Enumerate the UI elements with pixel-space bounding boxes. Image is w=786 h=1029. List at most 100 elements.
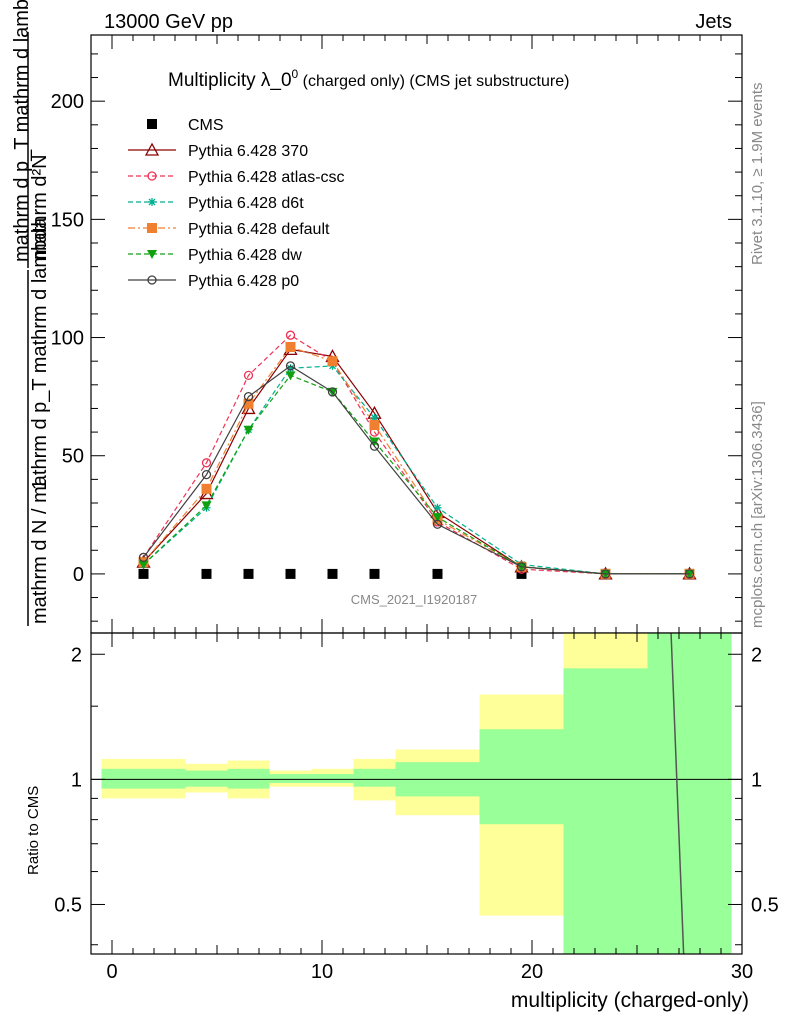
data-point (684, 569, 695, 579)
data-point (285, 568, 296, 579)
series-line (143, 334, 690, 575)
stat-uncertainty-band (101, 768, 186, 789)
legend-label: Pythia 6.428 default (188, 221, 330, 238)
data-point (201, 483, 212, 494)
legend-label: Pythia 6.428 370 (188, 143, 308, 160)
series-pythia-6-428-370 (136, 342, 697, 580)
mcplots-label: mcplots.cern.ch [arXiv:1306.3436] (749, 401, 766, 628)
data-point (201, 469, 212, 480)
stat-uncertainty-band (563, 668, 648, 954)
ratio-bands (91, 633, 742, 954)
data-point (369, 420, 380, 430)
ratio-y-tick-label: 0.5 (54, 894, 82, 916)
rivet-version-label: Rivet 3.1.10, ≥ 1.9M events (749, 83, 766, 266)
data-point (243, 391, 254, 402)
legend-entry: Pythia 6.428 dw (128, 247, 302, 264)
main-y-tick-label: 100 (51, 328, 84, 350)
x-tick-label: 20 (521, 961, 543, 983)
data-point (201, 501, 212, 511)
series-pythia-6-428-d6t (139, 361, 694, 578)
data-point (243, 425, 254, 435)
ratio-y-tick-label-right: 0.5 (751, 894, 779, 916)
series-line (143, 365, 690, 575)
data-point (369, 441, 380, 451)
legend-label: Pythia 6.428 d6t (188, 195, 304, 212)
data-point (285, 330, 296, 340)
data-point (432, 513, 443, 523)
header-process-label: 13000 GeV pp (104, 11, 233, 33)
x-tick-label: 30 (731, 961, 753, 983)
legend-label: Pythia 6.428 atlas-csc (188, 169, 345, 186)
ratio-y-tick-label-right: 1 (751, 769, 762, 791)
data-point (370, 413, 379, 422)
x-tick-label: 10 (311, 961, 333, 983)
stat-uncertainty-band (269, 774, 312, 784)
ratio-panel: 0.5 0.51 12 20 10 20 30 (54, 632, 779, 983)
main-y-axis-label: mathrm d²N 1 mathrm d p_T mathrm d lambd… (11, 0, 51, 626)
data-point (243, 398, 254, 409)
legend-label: CMS (188, 117, 224, 134)
ratio-mc-line (670, 633, 685, 954)
data-point (138, 568, 149, 579)
ratio-axis-ticks: 0.5 0.51 12 20 10 20 30 (54, 633, 779, 983)
series-pythia-6-428-atlas-csc (138, 330, 695, 579)
stat-uncertainty-band (185, 770, 228, 787)
series-line (143, 348, 690, 575)
title-superscript: 0 (292, 67, 299, 81)
data-point (516, 562, 527, 572)
x-axis-label: multiplicity (charged-only) (511, 989, 749, 1012)
main-series (136, 330, 697, 580)
analysis-watermark: CMS_2021_I1920187 (351, 592, 478, 607)
legend: CMS Pythia 6.428 370 Pythia 6.428 atlas-cs… (128, 117, 345, 290)
series-pythia-6-428-p0 (138, 361, 695, 579)
data-point (201, 458, 212, 468)
data-point (369, 568, 380, 579)
ratio-band-group (91, 633, 742, 954)
title-subtitle: (charged only) (CMS jet substructure) (298, 73, 569, 90)
ylabel-numerator: mathrm d²N (29, 154, 51, 260)
legend-marker (144, 142, 160, 156)
data-point (138, 560, 149, 570)
series-pythia-6-428-default (138, 342, 695, 579)
title-main: Multiplicity λ_0 (168, 70, 292, 91)
main-panel: 0 50 100 150 200 (51, 34, 743, 634)
ylabel-denominator: mathrm d p_T mathrm d lambda (11, 0, 33, 262)
series-pythia-6-428-dw (138, 371, 695, 579)
stat-uncertainty-band (353, 768, 396, 787)
plot-title: Multiplicity λ_00 (charged only) (CMS je… (168, 67, 569, 91)
data-point (243, 370, 254, 381)
ratio-frame (90, 632, 743, 955)
series-line (143, 365, 690, 575)
stat-uncertainty-band (647, 633, 732, 954)
main-y-tick-label: 50 (62, 446, 84, 468)
legend-label: Pythia 6.428 p0 (188, 273, 299, 290)
ratio-y-tick-label-right: 2 (751, 644, 762, 666)
legend-marker (147, 171, 157, 181)
data-point (286, 364, 295, 373)
ratio-y-tick-label: 1 (71, 769, 82, 791)
data-point (285, 371, 296, 381)
ratio-y-tick-label: 2 (71, 644, 82, 666)
legend-entry: Pythia 6.428 p0 (128, 273, 299, 290)
legend-marker (147, 250, 157, 259)
stat-uncertainty-band (227, 768, 270, 789)
legend-marker (147, 275, 157, 285)
data-point (600, 569, 611, 579)
data-point (201, 568, 212, 579)
ratio-y-axis-label: Ratio to CMS (25, 786, 42, 875)
data-point (327, 356, 338, 367)
legend-entry: Pythia 6.428 d6t (128, 195, 304, 212)
stat-uncertainty-band (311, 774, 354, 784)
svg-text:Multiplicity λ_00 (charged onl: Multiplicity λ_00 (charged only) (CMS je… (168, 67, 569, 91)
legend-marker (148, 198, 156, 206)
data-point (243, 568, 254, 579)
ylabel-prefactor-num: 1 (29, 479, 51, 490)
legend-entry: Pythia 6.428 default (128, 221, 330, 238)
data-point (433, 503, 442, 512)
data-point (327, 568, 338, 579)
legend-marker (147, 119, 157, 129)
data-point (285, 361, 296, 371)
data-point (138, 552, 149, 563)
